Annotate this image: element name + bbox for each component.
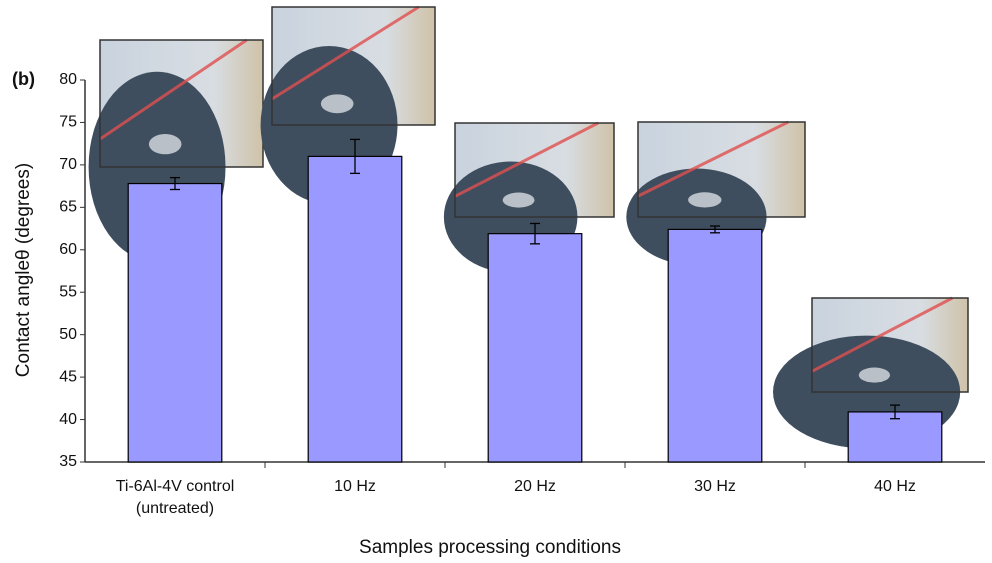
y-tick-label: 80 [59,71,77,88]
bar [308,156,402,462]
highlight [859,368,890,383]
x-tick-label: 10 Hz [270,476,440,498]
highlight [503,193,535,208]
bar [668,229,762,462]
x-tick-label: 40 Hz [810,476,980,498]
page: (b) Contact angleθ (degrees) Samples pro… [0,0,992,563]
bar [128,184,222,462]
bar [488,234,582,462]
bar [848,412,942,462]
y-tick-label: 40 [59,411,77,428]
panel-label: (b) [12,69,35,89]
y-tick-label: 35 [59,453,77,470]
y-tick-label: 55 [59,283,77,300]
y-tick-label: 60 [59,241,77,258]
y-tick-label: 70 [59,156,77,173]
y-tick-label: 45 [59,368,77,385]
y-tick-label: 50 [59,326,77,343]
y-tick-label: 75 [59,114,77,131]
x-tick-label: 30 Hz [630,476,800,498]
x-tick-label: Ti-6Al-4V control (untreated) [90,476,260,520]
x-axis-title: Samples processing conditions [359,537,621,558]
highlight [688,192,721,207]
y-axis-title: Contact angleθ (degrees) [13,163,34,377]
y-tick-label: 65 [59,199,77,216]
highlight [321,94,354,113]
highlight [149,134,182,154]
x-tick-label: 20 Hz [450,476,620,498]
